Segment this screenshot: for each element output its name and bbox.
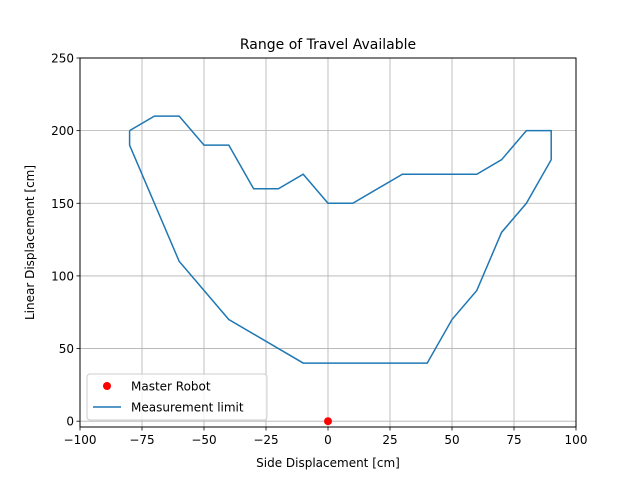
y-tick-label: 100 [51, 269, 74, 283]
legend-label: Master Robot [131, 380, 211, 394]
x-tick-label: −25 [253, 433, 278, 447]
x-tick-label: 75 [506, 433, 521, 447]
master-robot-point [324, 417, 332, 426]
legend-label: Measurement limit [131, 401, 244, 415]
legend-marker-master-robot [103, 382, 111, 390]
x-tick-label: −100 [64, 433, 97, 447]
y-axis-label: Linear Displacement [cm] [23, 165, 37, 320]
y-tick-label: 0 [66, 415, 74, 429]
x-tick-label: −50 [191, 433, 216, 447]
x-axis-label: Side Displacement [cm] [256, 456, 400, 470]
x-tick-label: −75 [129, 433, 154, 447]
y-tick-label: 50 [59, 342, 74, 356]
legend: Master Robot Measurement limit [86, 373, 268, 421]
y-tick-label: 150 [51, 197, 74, 211]
y-tick-label: 250 [51, 52, 74, 66]
legend-box [86, 373, 268, 421]
x-tick-label: 25 [382, 433, 397, 447]
y-tick-label: 200 [51, 124, 74, 138]
chart-title: Range of Travel Available [240, 37, 416, 53]
ticks: −100 −75 −50 −25 0 25 50 75 100 0 50 100 150 200 250 [51, 52, 587, 448]
x-tick-label: 0 [324, 433, 332, 447]
series-layer [128, 115, 552, 426]
x-tick-label: 100 [565, 433, 588, 447]
measurement-limit-line [128, 115, 552, 364]
x-tick-label: 50 [444, 433, 459, 447]
